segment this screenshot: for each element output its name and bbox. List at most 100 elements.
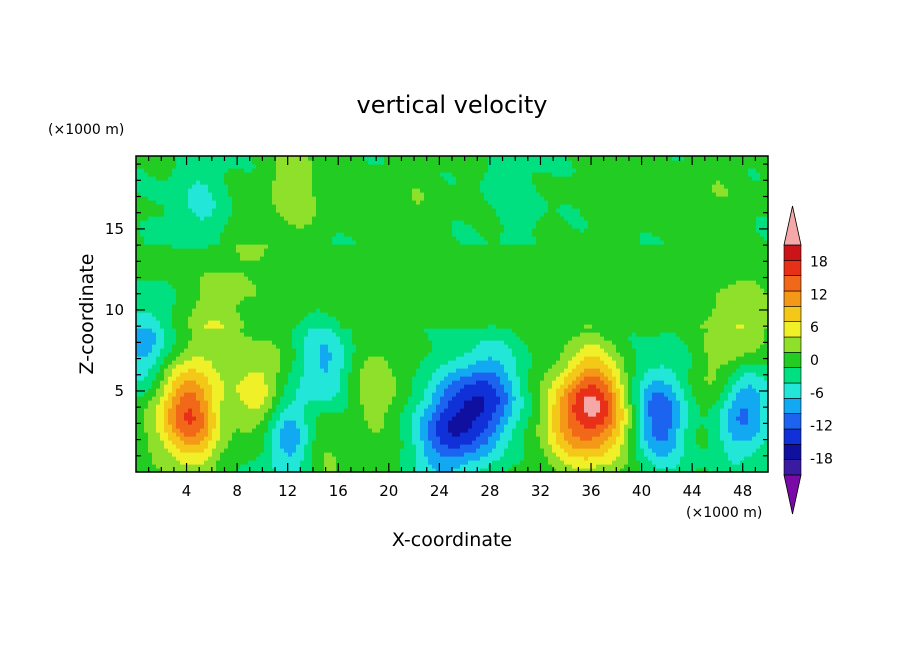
heatmap-cell [540,452,545,457]
heatmap-cell [680,460,685,465]
heatmap-cell [300,428,305,433]
heatmap-cell [520,436,525,441]
heatmap-cell [572,456,577,461]
heatmap-cell [644,428,649,433]
heatmap-cell [208,412,213,417]
heatmap-cell [448,408,453,413]
heatmap-cell [340,420,345,425]
heatmap-cell [500,404,505,409]
heatmap-cell [724,444,729,449]
heatmap-cell [236,404,241,409]
heatmap-cell [160,444,165,449]
heatmap-cell [428,440,433,445]
heatmap-cell [736,420,741,425]
heatmap-cell [724,356,729,361]
heatmap-cell [628,448,633,453]
heatmap-cell [176,408,181,413]
heatmap-cell [732,396,737,401]
heatmap-cell [504,460,509,465]
heatmap-cell [280,408,285,413]
heatmap-cell [392,404,397,409]
heatmap-cell [284,428,289,433]
heatmap-cell [348,416,353,421]
heatmap-cell [476,444,481,449]
heatmap-cell [144,468,149,472]
heatmap-cell [156,380,161,385]
heatmap-cell [192,364,197,369]
heatmap-cell [384,392,389,397]
heatmap-cell [440,364,445,369]
heatmap-cell [252,432,257,437]
heatmap-cell [244,348,249,353]
heatmap-cell [332,348,337,353]
heatmap-cell [364,356,369,361]
heatmap-cell [560,452,565,457]
heatmap-cell [452,388,457,393]
heatmap-cell [692,416,697,421]
heatmap-cell [324,396,329,401]
heatmap-cell [312,352,317,357]
heatmap-cell [344,396,349,401]
heatmap-cell [584,388,589,393]
heatmap-cell [356,432,361,437]
heatmap-cell [720,396,725,401]
heatmap-cell [748,448,753,453]
heatmap-cell [184,424,189,429]
heatmap-cell [436,352,441,357]
heatmap-cell [700,352,705,357]
heatmap-cell [764,416,768,421]
heatmap-cell [208,408,213,413]
heatmap-cell [148,352,153,357]
heatmap-cell [748,468,753,472]
heatmap-cell [456,400,461,405]
heatmap-cell [640,448,645,453]
heatmap-cell [752,352,757,357]
heatmap-cell [376,440,381,445]
heatmap-cell [168,392,173,397]
heatmap-cell [660,380,665,385]
heatmap-cell [484,456,489,461]
heatmap-cell [552,372,557,377]
heatmap-cell [268,452,273,457]
heatmap-cell [172,460,177,465]
heatmap-cell [728,420,733,425]
heatmap-cell [516,384,521,389]
heatmap-cell [700,464,705,469]
heatmap-cell [616,452,621,457]
heatmap-cell [612,348,617,353]
heatmap-cell [136,388,141,393]
heatmap-cell [340,348,345,353]
heatmap-cell [708,416,713,421]
heatmap-cell [572,416,577,421]
heatmap-cell [416,348,421,353]
heatmap-cell [664,388,669,393]
heatmap-cell [556,440,561,445]
heatmap-cell [204,436,209,441]
heatmap-cell [252,352,257,357]
heatmap-cell [544,420,549,425]
heatmap-cell [144,388,149,393]
heatmap-cell [468,440,473,445]
heatmap-cell [540,432,545,437]
heatmap-cell [332,376,337,381]
plot-area [135,155,769,473]
heatmap-cell [692,396,697,401]
heatmap-cell [256,416,261,421]
heatmap-cell [580,380,585,385]
heatmap-cell [476,392,481,397]
heatmap-cell [448,452,453,457]
heatmap-cell [528,380,533,385]
heatmap-cell [348,424,353,429]
heatmap-cell [184,460,189,465]
heatmap-cell [200,448,205,453]
heatmap-cell [612,420,617,425]
heatmap-cell [736,396,741,401]
heatmap-cell [752,364,757,369]
heatmap-cell [208,404,213,409]
heatmap-cell [436,456,441,461]
heatmap-cell [748,428,753,433]
heatmap-cell [324,372,329,377]
heatmap-cell [528,428,533,433]
heatmap-cell [456,376,461,381]
heatmap-cell [636,384,641,389]
